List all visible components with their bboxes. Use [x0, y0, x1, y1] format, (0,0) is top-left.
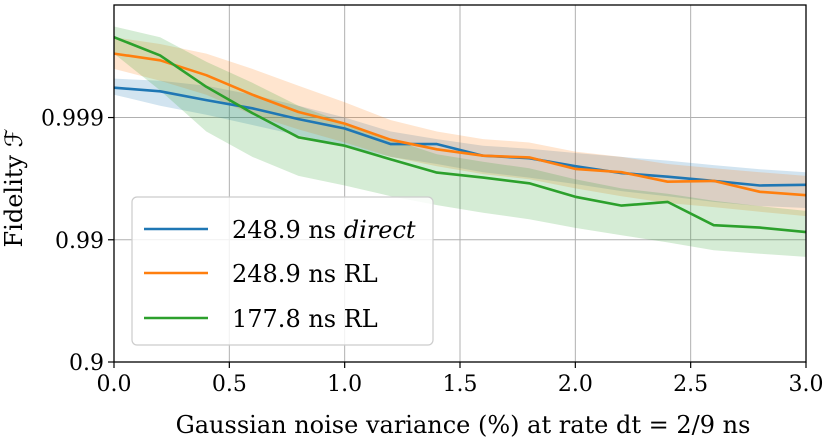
y-axis-label-text: Fidelity ℱ [0, 128, 28, 247]
line-rl-248 [113, 52, 807, 197]
legend-label-rl-248: 248.9 ns RL [232, 260, 378, 288]
x-tick-label: 2.0 [558, 372, 593, 397]
x-tick-label: 2.5 [673, 372, 708, 397]
y-tick-label: 0.99 [55, 229, 104, 254]
x-axis-label-text: Gaussian noise variance (%) at rate dt =… [176, 411, 751, 439]
x-tick-label: 1.0 [327, 372, 362, 397]
legend: 248.9 ns direct 248.9 ns RL 177.8 ns RL [131, 196, 434, 346]
line-direct-248 [113, 86, 807, 187]
axis-ticks: 0.0 0.5 1.0 1.5 2.0 2.5 3.0 0.9 0.99 0.999 [41, 107, 823, 397]
legend-label-direct: 248.9 ns direct [232, 216, 416, 244]
x-axis-label: Gaussian noise variance (%) at rate dt =… [176, 411, 751, 439]
y-tick-label: 0.9 [69, 351, 104, 376]
series-lines [113, 35, 807, 234]
y-tick-label: 0.999 [41, 107, 104, 132]
x-tick-label: 3.0 [789, 372, 824, 397]
legend-label-direct-prefix: 248.9 ns [232, 216, 344, 244]
legend-label-direct-emph: direct [344, 216, 416, 244]
y-axis-label: Fidelity ℱ [0, 128, 28, 247]
x-tick-label: 0.5 [212, 372, 247, 397]
band-rl-177 [114, 26, 806, 257]
band-rl-248 [114, 37, 806, 217]
line-rl-177 [113, 35, 807, 234]
legend-label-rl-177: 177.8 ns RL [232, 305, 378, 333]
legend-box [131, 196, 434, 346]
x-tick-label: 0.0 [97, 372, 132, 397]
x-tick-label: 1.5 [443, 372, 478, 397]
